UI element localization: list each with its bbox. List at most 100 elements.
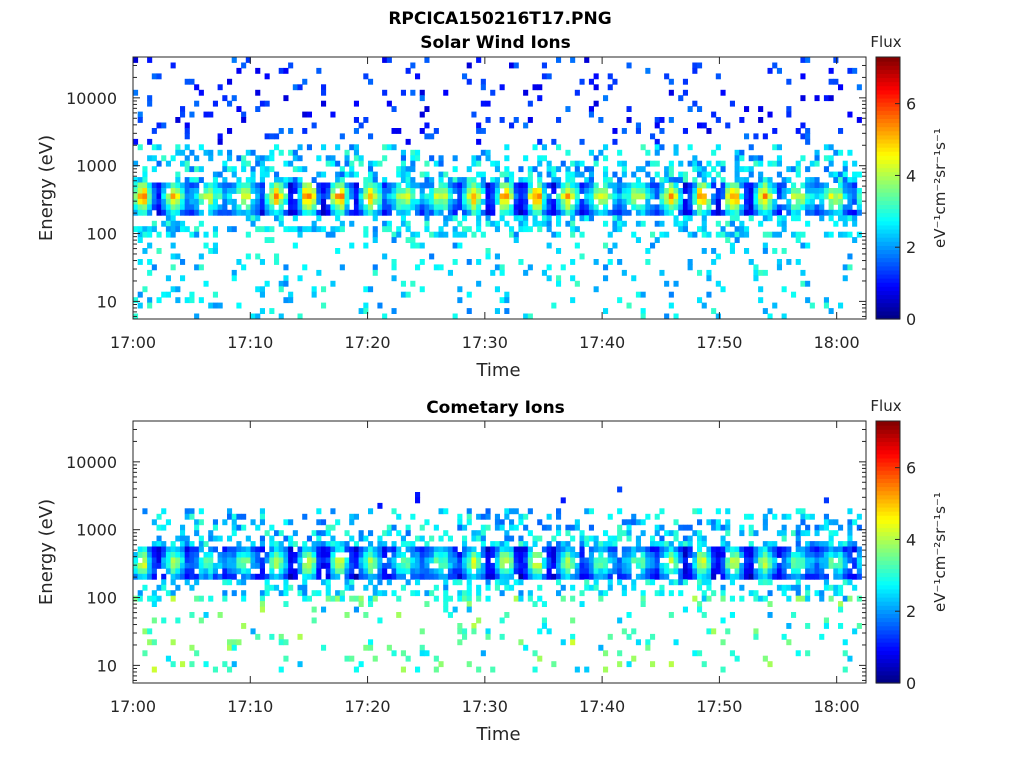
- spectrogram-cell: [574, 524, 580, 531]
- spectrogram-cell: [471, 546, 477, 553]
- spectrogram-cell: [805, 209, 811, 216]
- spectrogram-cell: [527, 204, 533, 211]
- spectrogram-cell: [462, 557, 468, 564]
- spectrogram-cell: [447, 573, 453, 580]
- spectrogram-cell: [767, 111, 773, 118]
- spectrogram-cell: [546, 628, 552, 635]
- spectrogram-cell: [400, 89, 406, 96]
- spectrogram-cell: [838, 188, 844, 194]
- spectrogram-cell: [527, 568, 533, 575]
- spectrogram-cell: [546, 557, 552, 564]
- spectrogram-cell: [772, 182, 778, 189]
- spectrogram-cell: [137, 177, 143, 183]
- spectrogram-cell: [457, 562, 463, 569]
- spectrogram-cell: [466, 573, 472, 580]
- spectrogram-cell: [532, 144, 538, 151]
- spectrogram-cell: [612, 220, 618, 227]
- spectrogram-cell: [494, 220, 500, 227]
- spectrogram-cell: [325, 188, 331, 194]
- colorbar-tick-label: 6: [906, 95, 916, 114]
- spectrogram-cell: [184, 133, 190, 140]
- spectrogram-cell: [372, 562, 378, 569]
- spectrogram-cell: [523, 122, 529, 129]
- spectrogram-cell: [729, 573, 735, 580]
- spectrogram-cell: [701, 198, 707, 205]
- spectrogram-cell: [588, 215, 594, 222]
- spectrogram-cell: [165, 182, 171, 189]
- spectrogram-cell: [377, 198, 383, 205]
- spectrogram-cell: [259, 590, 265, 597]
- spectrogram-cell: [302, 595, 308, 602]
- spectrogram-cell: [645, 552, 651, 558]
- spectrogram-cell: [358, 568, 364, 575]
- spectrogram-cell: [415, 73, 421, 80]
- spectrogram-cell: [758, 198, 764, 205]
- spectrogram-cell: [734, 149, 740, 156]
- spectrogram-cell: [612, 78, 618, 85]
- spectrogram-cell: [551, 661, 557, 668]
- spectrogram-cell: [382, 226, 388, 233]
- spectrogram-cell: [462, 541, 468, 547]
- spectrogram-cell: [753, 188, 759, 194]
- spectrogram-cell: [556, 166, 562, 173]
- spectrogram-cell: [339, 198, 345, 205]
- spectrogram-cell: [363, 73, 369, 80]
- spectrogram-cell: [560, 584, 566, 591]
- spectrogram-cell: [264, 552, 270, 558]
- spectrogram-cell: [419, 209, 425, 216]
- spectrogram-cell: [151, 595, 157, 602]
- spectrogram-cell: [433, 160, 439, 167]
- spectrogram-cell: [720, 177, 726, 183]
- spectrogram-cell: [838, 590, 844, 597]
- colorbar-segment: [876, 662, 900, 668]
- spectrogram-cell: [259, 541, 265, 547]
- spectrogram-cell: [805, 57, 811, 63]
- spectrogram-cell: [795, 237, 801, 243]
- spectrogram-cell: [682, 552, 688, 558]
- spectrogram-cell: [231, 519, 237, 526]
- spectrogram-cell: [654, 122, 660, 129]
- spectrogram-cell: [330, 541, 336, 547]
- spectrogram-cell: [180, 259, 186, 265]
- spectrogram-cell: [823, 497, 829, 504]
- spectrogram-cell: [438, 188, 444, 194]
- spectrogram-cell: [800, 57, 806, 63]
- spectrogram-cell: [668, 166, 674, 173]
- spectrogram-cell: [509, 204, 515, 211]
- spectrogram-cell: [151, 188, 157, 194]
- spectrogram-cell: [274, 177, 280, 183]
- spectrogram-cell: [748, 171, 754, 178]
- spectrogram-cell: [814, 204, 820, 211]
- colorbar-segment: [876, 556, 900, 561]
- spectrogram-cell: [715, 253, 721, 260]
- spectrogram-cell: [259, 601, 265, 607]
- spectrogram-cell: [753, 269, 759, 276]
- spectrogram-cell: [180, 557, 186, 564]
- spectrogram-cell: [518, 595, 524, 602]
- spectrogram-cell: [372, 584, 378, 591]
- spectrogram-cell: [701, 220, 707, 227]
- spectrogram-cell: [588, 584, 594, 591]
- spectrogram-cell: [659, 524, 665, 531]
- spectrogram-cell: [278, 286, 284, 293]
- spectrogram-cell: [447, 188, 453, 194]
- spectrogram-cell: [142, 231, 148, 238]
- spectrogram-cell: [184, 573, 190, 580]
- spectrogram-cell: [588, 182, 594, 189]
- spectrogram-cell: [532, 552, 538, 558]
- spectrogram-cell: [180, 198, 186, 205]
- spectrogram-cell: [476, 584, 482, 591]
- spectrogram-cell: [823, 519, 829, 526]
- colorbar-segment: [876, 253, 900, 259]
- spectrogram-cell: [490, 562, 496, 569]
- spectrogram-cell: [654, 209, 660, 216]
- spectrogram-cell: [321, 171, 327, 178]
- spectrogram-cell: [838, 584, 844, 591]
- spectrogram-cell: [762, 215, 768, 222]
- spectrogram-cell: [668, 552, 674, 558]
- spectrogram-cell: [706, 198, 712, 205]
- colorbar-segment: [876, 572, 900, 578]
- spectrogram-cell: [612, 209, 618, 216]
- colorbar-segment: [876, 241, 900, 246]
- spectrogram-cell: [400, 666, 406, 673]
